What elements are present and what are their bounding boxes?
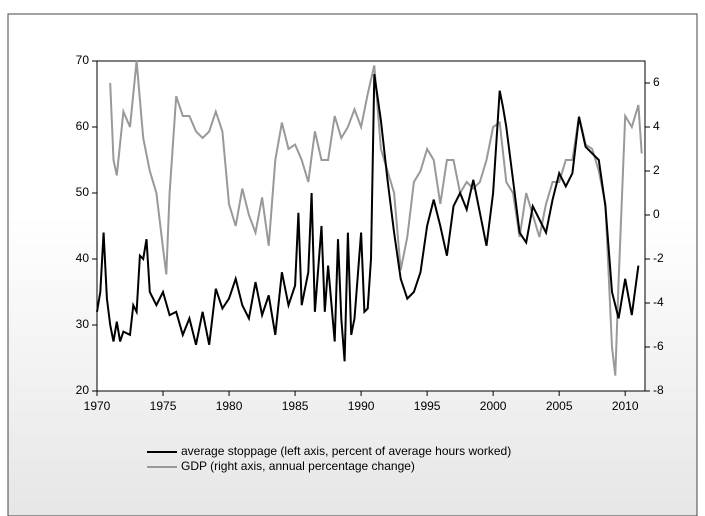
series-line xyxy=(96,74,640,362)
x-tick-label: 1975 xyxy=(150,399,177,413)
y-tick-label: 60 xyxy=(76,119,90,133)
y2-tick-label: -4 xyxy=(653,295,664,309)
x-tick-label: 1980 xyxy=(216,399,243,413)
x-tick-label: 2010 xyxy=(612,399,639,413)
y-tick-label: 70 xyxy=(76,53,90,67)
y2-tick-label: 2 xyxy=(653,163,660,177)
y-tick-label: 20 xyxy=(76,383,90,397)
y2-tick-label: -2 xyxy=(653,251,664,265)
y-tick-label: 30 xyxy=(76,317,90,331)
x-tick-label: 2000 xyxy=(480,399,507,413)
x-tick-label: 1995 xyxy=(414,399,441,413)
y2-tick-label: 4 xyxy=(653,119,660,133)
series-line xyxy=(109,60,643,376)
y2-tick-label: 6 xyxy=(653,75,660,89)
y-tick-label: 50 xyxy=(76,185,90,199)
x-tick-label: 2005 xyxy=(546,399,573,413)
legend-label: GDP (right axis, annual percentage chang… xyxy=(181,459,415,473)
y2-tick-label: 0 xyxy=(653,207,660,221)
legend-label: average stoppage (left axis, percent of … xyxy=(181,444,511,458)
x-tick-label: 1990 xyxy=(348,399,375,413)
y-tick-label: 40 xyxy=(76,251,90,265)
y2-tick-label: -8 xyxy=(653,383,664,397)
y2-tick-label: -6 xyxy=(653,339,664,353)
x-tick-label: 1970 xyxy=(84,399,111,413)
x-tick-label: 1985 xyxy=(282,399,309,413)
